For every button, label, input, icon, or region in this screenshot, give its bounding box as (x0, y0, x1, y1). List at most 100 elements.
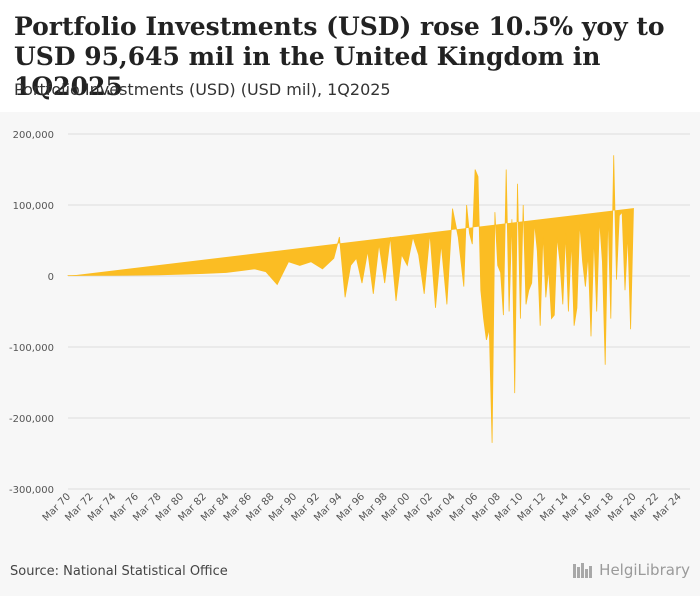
data-point[interactable] (519, 317, 522, 320)
data-point[interactable] (493, 211, 496, 214)
data-point[interactable] (558, 260, 561, 263)
data-point[interactable] (575, 306, 578, 309)
data-point[interactable] (513, 392, 516, 395)
data-point[interactable] (499, 271, 502, 274)
data-point[interactable] (522, 203, 525, 206)
data-point[interactable] (601, 260, 604, 263)
data-point[interactable] (451, 207, 454, 210)
data-point[interactable] (180, 273, 183, 276)
data-point[interactable] (462, 285, 465, 288)
data-point[interactable] (491, 441, 494, 444)
data-point[interactable] (567, 310, 570, 313)
data-point[interactable] (332, 257, 335, 260)
data-point[interactable] (660, 0, 663, 2)
data-point[interactable] (428, 232, 431, 235)
data-point[interactable] (321, 267, 324, 270)
data-point[interactable] (553, 314, 556, 317)
data-point[interactable] (355, 257, 358, 260)
data-point[interactable] (400, 253, 403, 256)
data-point[interactable] (587, 253, 590, 256)
data-point[interactable] (89, 274, 92, 277)
data-point[interactable] (669, 0, 672, 2)
data-point[interactable] (683, 0, 686, 2)
data-point[interactable] (372, 292, 375, 295)
data-point[interactable] (298, 264, 301, 267)
data-point[interactable] (578, 221, 581, 224)
data-point[interactable] (242, 269, 245, 272)
data-point[interactable] (287, 260, 290, 263)
data-point[interactable] (360, 282, 363, 285)
data-point[interactable] (539, 324, 542, 327)
data-point[interactable] (482, 317, 485, 320)
data-point[interactable] (134, 274, 137, 277)
data-point[interactable] (595, 310, 598, 313)
data-point[interactable] (584, 285, 587, 288)
data-point[interactable] (621, 211, 624, 214)
data-point[interactable] (663, 0, 666, 2)
data-point[interactable] (671, 0, 674, 2)
data-point[interactable] (377, 243, 380, 246)
data-point[interactable] (276, 283, 279, 286)
data-point[interactable] (440, 243, 443, 246)
data-point[interactable] (253, 267, 256, 270)
data-point[interactable] (615, 278, 618, 281)
data-point[interactable] (541, 232, 544, 235)
data-point[interactable] (632, 207, 635, 210)
data-point[interactable] (471, 243, 474, 246)
data-point[interactable] (417, 253, 420, 256)
data-point[interactable] (674, 0, 677, 2)
data-point[interactable] (643, 0, 646, 2)
data-point[interactable] (496, 264, 499, 267)
data-point[interactable] (649, 0, 652, 2)
data-point[interactable] (157, 273, 160, 276)
data-point[interactable] (638, 0, 641, 2)
data-point[interactable] (310, 260, 313, 263)
data-point[interactable] (264, 270, 267, 273)
data-point[interactable] (349, 264, 352, 267)
data-point[interactable] (468, 232, 471, 235)
data-point[interactable] (411, 235, 414, 238)
data-point[interactable] (589, 335, 592, 338)
data-point[interactable] (485, 338, 488, 341)
data-point[interactable] (556, 235, 559, 238)
data-point[interactable] (66, 274, 69, 277)
data-point[interactable] (618, 214, 621, 217)
data-point[interactable] (445, 303, 448, 306)
data-point[interactable] (652, 0, 655, 2)
data-point[interactable] (394, 299, 397, 302)
data-point[interactable] (344, 296, 347, 299)
data-point[interactable] (623, 289, 626, 292)
data-point[interactable] (510, 218, 513, 221)
data-point[interactable] (626, 232, 629, 235)
data-point[interactable] (657, 0, 660, 2)
data-point[interactable] (570, 239, 573, 242)
data-point[interactable] (112, 274, 115, 277)
data-point[interactable] (488, 328, 491, 331)
data-point[interactable] (505, 168, 508, 171)
data-point[interactable] (434, 306, 437, 309)
data-point[interactable] (547, 267, 550, 270)
data-point[interactable] (536, 250, 539, 253)
data-point[interactable] (677, 0, 680, 2)
data-point[interactable] (561, 303, 564, 306)
data-point[interactable] (604, 363, 607, 366)
data-point[interactable] (338, 235, 341, 238)
data-point[interactable] (606, 211, 609, 214)
data-point[interactable] (550, 317, 553, 320)
data-point[interactable] (383, 282, 386, 285)
data-point[interactable] (202, 272, 205, 275)
data-point[interactable] (612, 154, 615, 157)
data-point[interactable] (406, 264, 409, 267)
brand-logo[interactable]: HelgiLibrary (572, 561, 690, 579)
data-point[interactable] (524, 303, 527, 306)
data-point[interactable] (389, 235, 392, 238)
data-point[interactable] (646, 0, 649, 2)
data-point[interactable] (609, 317, 612, 320)
data-point[interactable] (629, 328, 632, 331)
data-point[interactable] (655, 0, 658, 2)
data-point[interactable] (688, 0, 691, 2)
data-point[interactable] (527, 289, 530, 292)
data-point[interactable] (479, 289, 482, 292)
data-point[interactable] (508, 310, 511, 313)
data-point[interactable] (533, 221, 536, 224)
